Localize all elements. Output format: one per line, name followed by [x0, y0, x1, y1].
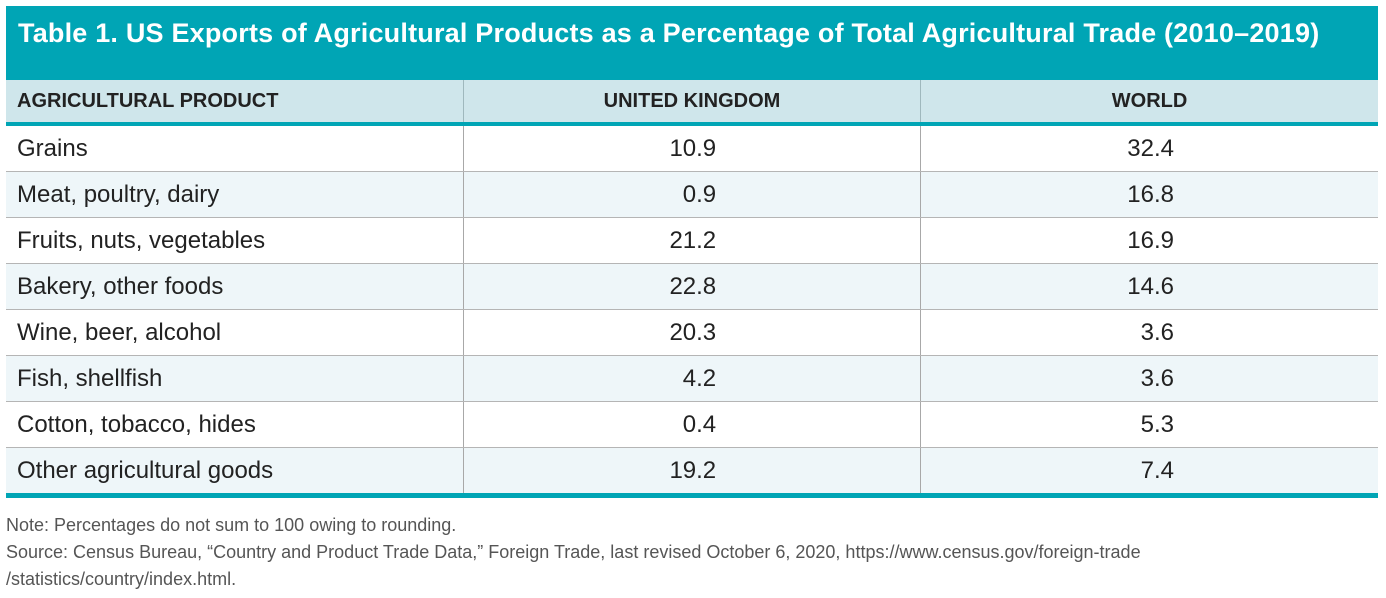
product-cell: Other agricultural goods	[6, 447, 464, 498]
uk-value-cell: 22.8	[463, 263, 922, 310]
world-value-cell: 3.6	[920, 355, 1378, 402]
table-row: Grains 10.9 32.4	[6, 124, 1378, 172]
uk-value-cell: 0.9	[463, 171, 922, 218]
world-value-cell: 14.6	[920, 263, 1378, 310]
world-value-cell: 3.6	[920, 309, 1378, 356]
world-value-cell: 16.8	[920, 171, 1378, 218]
world-value-cell: 7.4	[920, 447, 1378, 498]
uk-value-cell: 10.9	[463, 124, 922, 172]
uk-value-cell: 21.2	[463, 217, 922, 264]
data-table: AGRICULTURAL PRODUCT UNITED KINGDOM WORL…	[6, 80, 1378, 498]
world-value-cell: 5.3	[920, 401, 1378, 448]
source-text: Source: Census Bureau, “Country and Prod…	[6, 542, 1141, 562]
uk-value-cell: 20.3	[463, 309, 922, 356]
product-cell: Cotton, tobacco, hides	[6, 401, 464, 448]
uk-value-cell: 0.4	[463, 401, 922, 448]
table-row: Cotton, tobacco, hides 0.4 5.3	[6, 401, 1378, 448]
table-row: Wine, beer, alcohol 20.3 3.6	[6, 309, 1378, 356]
table-row: Bakery, other foods 22.8 14.6	[6, 263, 1378, 310]
table-container: Table 1. US Exports of Agricultural Prod…	[6, 6, 1378, 498]
note-text: Note: Percentages do not sum to 100 owin…	[6, 515, 457, 535]
source-text-continued: /statistics/country/index.html.	[6, 569, 237, 589]
uk-value-cell: 4.2	[463, 355, 922, 402]
table-row: Meat, poultry, dairy 0.9 16.8	[6, 171, 1378, 218]
product-cell: Fish, shellfish	[6, 355, 464, 402]
table-row: Fruits, nuts, vegetables 21.2 16.9	[6, 217, 1378, 264]
table-row: Other agricultural goods 19.2 7.4	[6, 447, 1378, 498]
product-cell: Bakery, other foods	[6, 263, 464, 310]
uk-value-cell: 19.2	[463, 447, 922, 498]
product-cell: Meat, poultry, dairy	[6, 171, 464, 218]
world-value-cell: 32.4	[920, 124, 1378, 172]
table-row: Fish, shellfish 4.2 3.6	[6, 355, 1378, 402]
table-notes: Note: Percentages do not sum to 100 owin…	[6, 512, 1141, 593]
table-title: Table 1. US Exports of Agricultural Prod…	[6, 6, 1378, 80]
product-cell: Wine, beer, alcohol	[6, 309, 464, 356]
column-header-uk: UNITED KINGDOM	[463, 80, 922, 126]
header-row: AGRICULTURAL PRODUCT UNITED KINGDOM WORL…	[6, 80, 1378, 126]
column-header-product: AGRICULTURAL PRODUCT	[6, 80, 464, 126]
product-cell: Fruits, nuts, vegetables	[6, 217, 464, 264]
product-cell: Grains	[6, 124, 464, 172]
column-header-world: WORLD	[920, 80, 1378, 126]
world-value-cell: 16.9	[920, 217, 1378, 264]
